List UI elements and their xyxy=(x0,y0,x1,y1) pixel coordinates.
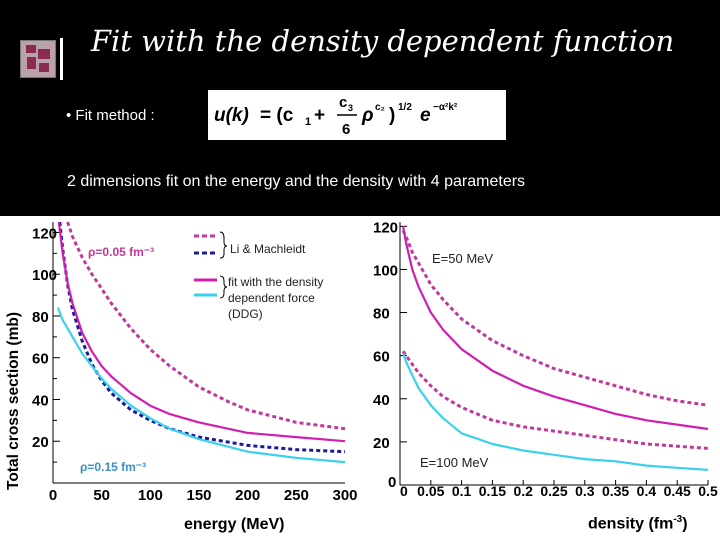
left-chart-panel xyxy=(28,216,360,514)
legend-li-label: Li & Machleidt xyxy=(230,242,306,256)
right-x-tick-label: 0.3 xyxy=(575,483,595,499)
logo-icon xyxy=(20,40,56,78)
right-y-tick-label: 80 xyxy=(373,306,390,323)
left-x-tick-label: 300 xyxy=(332,487,357,504)
left-x-tick-label: 250 xyxy=(284,487,309,504)
annotation-rho-top: ρ=0.05 fm⁻³ xyxy=(88,245,154,259)
right-x-tick-label: 0.4 xyxy=(637,483,657,499)
slide-header: Fit with the density dependent function … xyxy=(0,0,720,216)
right-x-tick-label: 0 xyxy=(400,483,408,499)
svg-text:6: 6 xyxy=(342,121,350,138)
left-y-tick-label: 40 xyxy=(32,392,49,409)
legend-ddg-label: fit with the density dependent force (DDG) xyxy=(228,275,323,321)
right-x-tick-label: 0.25 xyxy=(540,483,567,499)
left-y-tick-label: 100 xyxy=(32,267,57,284)
legend-li-brace xyxy=(219,231,228,259)
svg-text:+: + xyxy=(314,105,325,126)
left-series-2 xyxy=(57,221,346,443)
right-y-tick-label: 20 xyxy=(373,435,390,452)
right-x-axis-label-text: density (fm xyxy=(588,515,674,533)
right-series-0 xyxy=(401,229,709,407)
slide-subtitle: 2 dimensions fit on the energy and the d… xyxy=(67,173,526,190)
right-y-tick-label: 40 xyxy=(373,392,390,409)
legend-ddg-brace xyxy=(219,275,228,299)
svg-text:e: e xyxy=(420,105,431,126)
left-x-tick-label: 0 xyxy=(49,487,57,504)
right-x-tick-label: 0.2 xyxy=(513,483,533,499)
left-x-tick-label: 150 xyxy=(186,487,211,504)
right-x-axis-label-end: ) xyxy=(682,515,688,533)
right-origin-label: 0 xyxy=(388,474,396,491)
left-y-tick-label: 60 xyxy=(32,351,49,368)
svg-text:1/2: 1/2 xyxy=(398,102,412,113)
right-series-2 xyxy=(401,350,709,450)
right-x-tick-label: 0.05 xyxy=(417,483,444,499)
right-y-tick-label: 60 xyxy=(373,349,390,366)
annotation-e-top: E=50 MeV xyxy=(432,251,493,266)
svg-text:c: c xyxy=(339,94,347,111)
left-x-tick-label: 50 xyxy=(93,487,110,504)
right-y-tick-label: 120 xyxy=(373,219,398,236)
left-y-tick-label: 80 xyxy=(32,309,49,326)
annotation-e-bottom: E=100 MeV xyxy=(420,455,489,470)
right-series-3 xyxy=(402,353,709,471)
right-series-lines xyxy=(401,226,709,471)
fit-method-label: • Fit method : xyxy=(66,107,155,124)
logo-divider xyxy=(60,38,63,80)
svg-text:c₂: c₂ xyxy=(375,102,385,113)
svg-text:1: 1 xyxy=(305,116,311,128)
svg-text:): ) xyxy=(389,105,395,126)
annotation-e-top-box xyxy=(424,246,520,268)
right-x-axis-label-sup: -3 xyxy=(673,514,683,525)
svg-text:u(k): u(k) xyxy=(214,105,249,126)
right-x-tick-label: 0.1 xyxy=(452,483,472,499)
left-series-3 xyxy=(56,307,346,464)
left-axes: 20 40 60 80 100 120 0 50 100 150 200 250 300 xyxy=(32,222,358,504)
left-x-tick-label: 200 xyxy=(235,487,260,504)
formula-box: u(k) = (c 1 + c 3 6 ρ c₂ ) 1/2 e −α²k² xyxy=(208,90,506,140)
svg-text:= (c: = (c xyxy=(260,105,294,126)
left-y-tick-label: 20 xyxy=(32,434,49,451)
left-series-lines xyxy=(56,221,346,464)
right-x-tick-label: 0.5 xyxy=(698,483,718,499)
svg-text:3: 3 xyxy=(348,103,353,113)
right-y-tick-label: 100 xyxy=(373,262,398,279)
right-x-axis-label: density (fm-3) xyxy=(588,514,688,533)
right-series-1 xyxy=(402,226,709,431)
right-axes: 20 40 60 80 100 120 0 0.05 0.1 0.15 0.2 0.25 0.3 0.35… xyxy=(373,219,718,499)
left-x-tick-label: 100 xyxy=(138,487,163,504)
right-x-tick-label: 0.45 xyxy=(664,483,691,499)
left-y-axis-label: Total cross section (mb) xyxy=(5,312,22,490)
svg-text:ρ: ρ xyxy=(361,105,374,126)
right-x-tick-label: 0.15 xyxy=(479,483,506,499)
left-x-axis-label: energy (MeV) xyxy=(184,516,285,533)
formula-equation: u(k) = (c 1 + c 3 6 ρ c₂ ) 1/2 e −α²k² xyxy=(214,94,458,138)
slide-title: Fit with the density dependent function xyxy=(90,24,675,58)
svg-text:−α²k²: −α²k² xyxy=(433,102,458,113)
left-y-tick-label: 120 xyxy=(32,225,57,242)
right-x-tick-label: 0.35 xyxy=(602,483,629,499)
annotation-rho-bottom: ρ=0.15 fm⁻³ xyxy=(80,460,146,474)
legend: Li & Machleidt fit with the density depen… xyxy=(194,231,323,321)
